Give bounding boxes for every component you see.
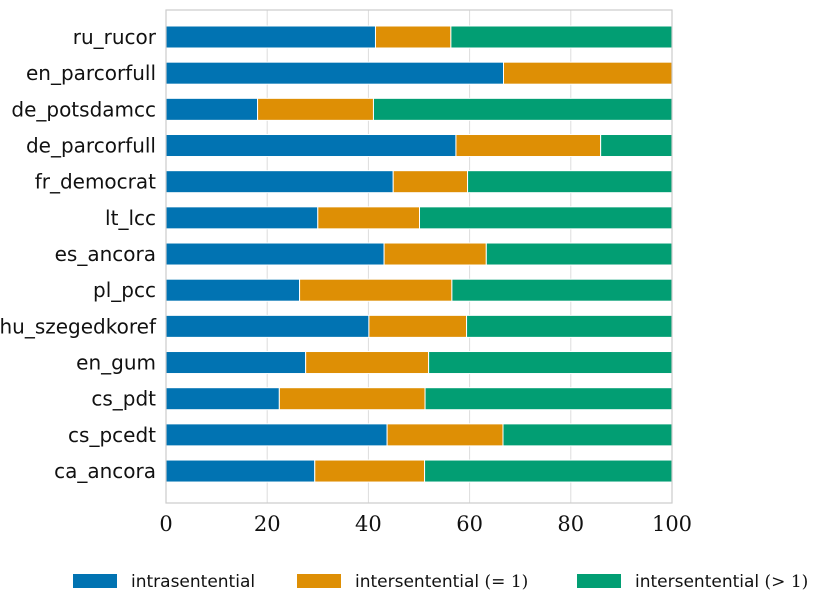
bar-de_parcorfull-series-3 — [600, 134, 673, 158]
bar-en_gum-series-3 — [428, 351, 673, 375]
bar-es_ancora-series-3 — [485, 242, 673, 266]
x-tick-label-0: 0 — [159, 512, 172, 536]
category-label-cs_pdt: cs_pdt — [91, 387, 156, 411]
bar-lt_lcc-series-2 — [317, 206, 421, 230]
x-tick-label-60: 60 — [456, 512, 483, 536]
bar-fr_democrat-series-2 — [392, 170, 469, 194]
category-label-ca_ancora: ca_ancora — [54, 459, 156, 483]
bar-cs_pdt-series-1 — [165, 387, 280, 411]
bar-de_potsdamcc-series-1 — [165, 97, 259, 121]
bar-de_potsdamcc-series-2 — [257, 97, 374, 121]
bar-hu_szegedkoref-series-2 — [368, 314, 468, 338]
bar-fr_democrat-series-3 — [467, 170, 673, 194]
legend-swatch-2 — [297, 574, 341, 588]
bar-hu_szegedkoref-series-1 — [165, 314, 370, 338]
legend: intrasentential intersentential (= 1) inte… — [73, 572, 808, 592]
category-label-en_parcorfull: en_parcorfull — [26, 61, 156, 85]
bar-fr_democrat-series-1 — [165, 170, 394, 194]
category-label-pl_pcc: pl_pcc — [93, 278, 156, 302]
plot-frame — [165, 9, 673, 504]
x-tick-label-80: 80 — [557, 512, 584, 536]
x-tick-labels: 0 20 40 60 80 100 — [159, 512, 692, 536]
bar-en_parcorfull-series-1 — [165, 61, 505, 85]
bars — [165, 25, 673, 483]
bar-pl_pcc-series-1 — [165, 278, 301, 302]
legend-swatch-1 — [73, 574, 117, 588]
bar-pl_pcc-series-3 — [451, 278, 673, 302]
bar-de_potsdamcc-series-3 — [372, 97, 673, 121]
legend-item-2: intersentential (= 1) — [297, 572, 528, 592]
bar-ru_rucor-series-3 — [450, 25, 673, 49]
x-tick-label-40: 40 — [355, 512, 382, 536]
bar-cs_pcedt-series-3 — [502, 423, 673, 447]
bar-cs_pcedt-series-1 — [165, 423, 388, 447]
x-tick-label-20: 20 — [254, 512, 281, 536]
bar-de_parcorfull-series-2 — [455, 134, 602, 158]
legend-swatch-3 — [577, 574, 621, 588]
bar-es_ancora-series-1 — [165, 242, 385, 266]
legend-math-3: (> 1) — [759, 572, 808, 592]
legend-label-1: intrasentential — [131, 572, 255, 592]
bar-lt_lcc-series-1 — [165, 206, 319, 230]
category-label-en_gum: en_gum — [76, 351, 156, 375]
bar-en_gum-series-2 — [305, 351, 430, 375]
category-label-de_potsdamcc: de_potsdamcc — [11, 97, 156, 121]
bar-ca_ancora-series-3 — [424, 459, 673, 483]
category-label-ru_rucor: ru_rucor — [73, 25, 157, 49]
bar-es_ancora-series-2 — [383, 242, 487, 266]
bar-ca_ancora-series-2 — [314, 459, 426, 483]
bar-hu_szegedkoref-series-3 — [466, 314, 673, 338]
bar-cs_pdt-series-2 — [278, 387, 426, 411]
bar-cs_pcedt-series-2 — [386, 423, 504, 447]
bar-pl_pcc-series-2 — [299, 278, 453, 302]
bar-ru_rucor-series-2 — [374, 25, 452, 49]
legend-item-3: intersentential (> 1) — [577, 572, 808, 592]
legend-label-3: intersentential (> 1) — [635, 572, 808, 592]
category-labels: ru_rucor en_parcorfull de_potsdamcc de_parc… — [0, 25, 157, 483]
category-label-de_parcorfull: de_parcorfull — [26, 134, 156, 158]
legend-label-2: intersentential (= 1) — [355, 572, 528, 592]
category-label-lt_lcc: lt_lcc — [105, 206, 156, 230]
bar-en_gum-series-1 — [165, 351, 307, 375]
category-label-fr_democrat: fr_democrat — [35, 170, 156, 194]
category-label-hu_szegedkoref: hu_szegedkoref — [0, 314, 157, 338]
category-label-es_ancora: es_ancora — [55, 242, 156, 266]
category-label-cs_pcedt: cs_pcedt — [68, 423, 156, 447]
legend-math-2: (= 1) — [479, 572, 528, 592]
x-tick-label-100: 100 — [652, 512, 692, 536]
bar-lt_lcc-series-3 — [419, 206, 673, 230]
bar-en_parcorfull-series-2 — [503, 61, 673, 85]
bar-cs_pdt-series-3 — [424, 387, 673, 411]
bar-ru_rucor-series-1 — [165, 25, 376, 49]
bar-ca_ancora-series-1 — [165, 459, 316, 483]
bar-de_parcorfull-series-1 — [165, 134, 457, 158]
legend-item-1: intrasentential — [73, 572, 255, 592]
